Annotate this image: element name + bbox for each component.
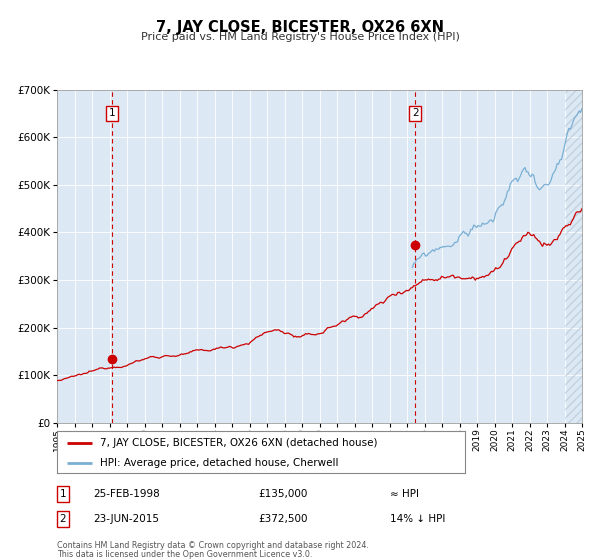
Bar [565, 90, 582, 423]
Text: 14% ↓ HPI: 14% ↓ HPI [390, 514, 445, 524]
Text: 7, JAY CLOSE, BICESTER, OX26 6XN: 7, JAY CLOSE, BICESTER, OX26 6XN [156, 20, 444, 35]
Text: £372,500: £372,500 [258, 514, 308, 524]
Text: 23-JUN-2015: 23-JUN-2015 [93, 514, 159, 524]
Text: ≈ HPI: ≈ HPI [390, 489, 419, 499]
Text: Price paid vs. HM Land Registry's House Price Index (HPI): Price paid vs. HM Land Registry's House … [140, 32, 460, 43]
Text: This data is licensed under the Open Government Licence v3.0.: This data is licensed under the Open Gov… [57, 550, 313, 559]
Text: 2: 2 [412, 109, 419, 118]
Text: 1: 1 [59, 489, 67, 499]
Text: 1: 1 [109, 109, 115, 118]
Text: HPI: Average price, detached house, Cherwell: HPI: Average price, detached house, Cher… [100, 458, 338, 468]
Text: Contains HM Land Registry data © Crown copyright and database right 2024.: Contains HM Land Registry data © Crown c… [57, 541, 369, 550]
Text: 2: 2 [59, 514, 67, 524]
Bar [565, 90, 582, 423]
Text: 7, JAY CLOSE, BICESTER, OX26 6XN (detached house): 7, JAY CLOSE, BICESTER, OX26 6XN (detach… [100, 437, 377, 447]
Text: £135,000: £135,000 [258, 489, 307, 499]
Text: 25-FEB-1998: 25-FEB-1998 [93, 489, 160, 499]
